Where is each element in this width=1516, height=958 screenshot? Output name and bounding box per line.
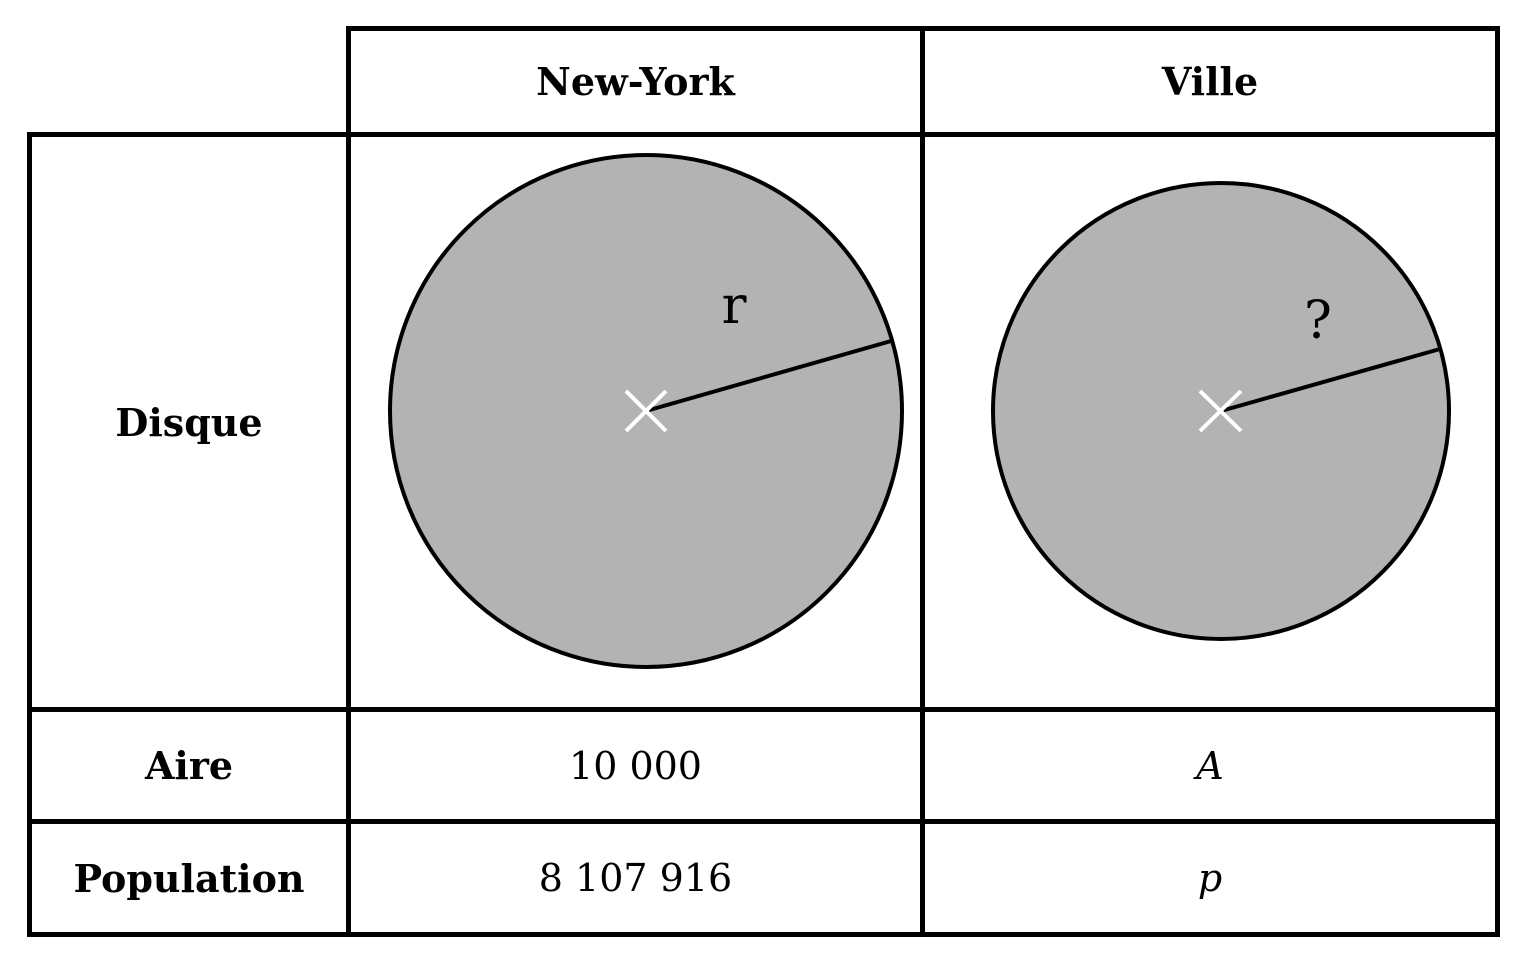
row-label-area: Aire: [144, 743, 234, 788]
header-city: Ville: [1161, 59, 1259, 104]
table-left-border: [27, 132, 32, 937]
new-york-disk: r: [388, 153, 904, 669]
area-row-bottom-border: [27, 819, 1500, 824]
new-york-area: 10 000: [569, 743, 702, 788]
table-right-border: [1495, 26, 1500, 937]
row-label-population: Population: [73, 855, 305, 901]
city-radius-line: [1220, 347, 1441, 413]
row-label-disk: Disque: [115, 399, 263, 445]
new-york-radius-line: [645, 339, 892, 413]
city-center-mark-cross: [1198, 389, 1243, 433]
table-bottom-border: [27, 932, 1500, 937]
city-radius-label: ?: [1304, 291, 1332, 351]
label-column-border: [346, 26, 351, 937]
new-york-radius-label: r: [722, 276, 747, 336]
new-york-population: 8 107 916: [538, 856, 733, 900]
new-york-center-mark-cross: [624, 389, 668, 433]
city-population: p: [1197, 856, 1223, 900]
header-new-york: New-York: [536, 59, 735, 104]
city-disk: ?: [991, 181, 1451, 641]
middle-column-border: [920, 26, 925, 937]
city-area: A: [1196, 743, 1224, 788]
header-bottom-border: [27, 132, 1500, 137]
disk-row-bottom-border: [27, 707, 1500, 712]
